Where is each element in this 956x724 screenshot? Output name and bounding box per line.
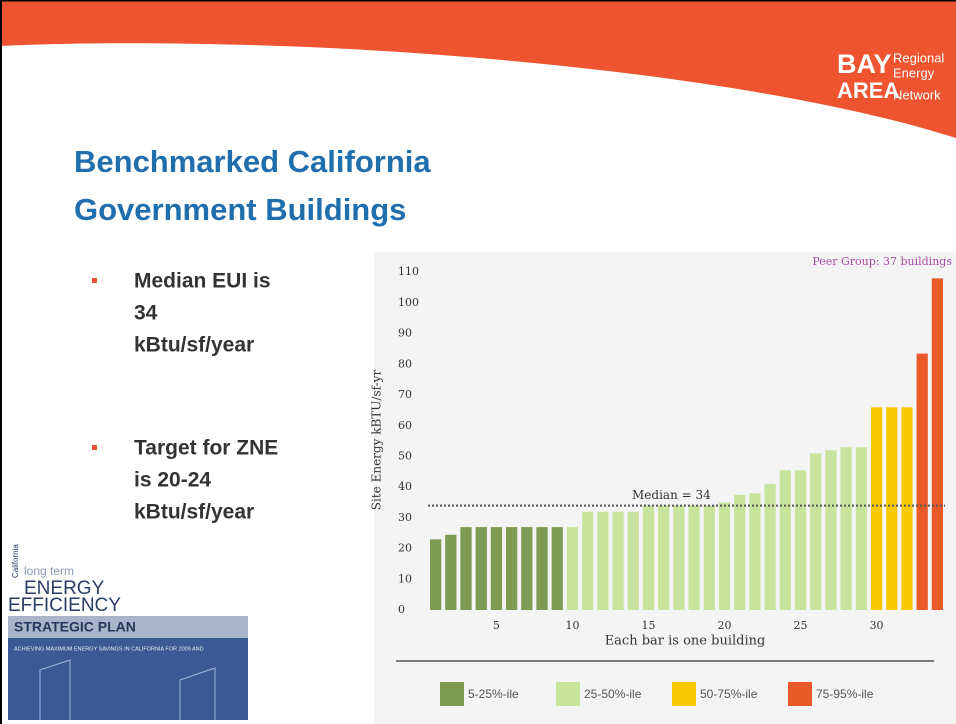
legend-swatch bbox=[672, 682, 696, 706]
legend-label: 50-75%-ile bbox=[700, 687, 758, 701]
bar bbox=[901, 407, 912, 610]
y-tick-label: 0 bbox=[398, 603, 405, 616]
cover-text: ACHIEVING MAXIMUM ENERGY SAVINGS IN CALI… bbox=[14, 646, 204, 652]
header-swoosh bbox=[0, 0, 956, 138]
bar bbox=[856, 447, 867, 610]
x-tick-label: 5 bbox=[493, 619, 500, 632]
bullet-text: 34 bbox=[134, 302, 158, 325]
bar bbox=[825, 450, 836, 610]
legend-label: 25-50%-ile bbox=[584, 687, 642, 701]
legend-label: 5-25%-ile bbox=[468, 687, 519, 701]
y-axis-label: Site Energy kBTU/sf-yr bbox=[370, 370, 384, 511]
bar bbox=[445, 535, 456, 610]
bar bbox=[506, 527, 517, 610]
bar bbox=[917, 354, 928, 610]
slide-title: Government Buildings bbox=[74, 192, 406, 227]
bar bbox=[612, 512, 623, 610]
median-label: Median = 34 bbox=[632, 488, 711, 502]
bar bbox=[643, 506, 654, 610]
bar bbox=[536, 527, 547, 610]
y-tick-label: 110 bbox=[398, 265, 419, 278]
bar bbox=[521, 527, 532, 610]
chart-annotation: Peer Group: 37 buildings bbox=[812, 255, 952, 268]
cover-text: California bbox=[11, 544, 20, 578]
slide-title: Benchmarked California bbox=[74, 144, 431, 179]
bar bbox=[582, 512, 593, 610]
y-tick-label: 10 bbox=[398, 572, 412, 585]
logo-text: Network bbox=[893, 87, 941, 102]
logo-text: Regional bbox=[893, 50, 944, 65]
y-tick-label: 80 bbox=[398, 357, 412, 370]
x-axis-label: Each bar is one building bbox=[605, 634, 766, 649]
bar bbox=[552, 527, 563, 610]
bar bbox=[688, 506, 699, 610]
bar bbox=[658, 506, 669, 610]
y-tick-label: 100 bbox=[398, 296, 419, 309]
x-tick-label: 20 bbox=[718, 619, 732, 632]
bar bbox=[673, 506, 684, 610]
bar bbox=[476, 527, 487, 610]
bullet-text: Median EUI is bbox=[134, 270, 271, 293]
y-tick-label: 60 bbox=[398, 419, 412, 432]
bar bbox=[628, 512, 639, 610]
legend-swatch bbox=[556, 682, 580, 706]
bar bbox=[932, 278, 943, 610]
y-tick-label: 30 bbox=[398, 511, 412, 524]
logo-text: BAY bbox=[837, 49, 892, 79]
legend-swatch bbox=[440, 682, 464, 706]
y-tick-label: 70 bbox=[398, 388, 412, 401]
bar bbox=[430, 539, 441, 610]
bullet-text: kBtu/sf/year bbox=[134, 501, 254, 524]
legend-swatch bbox=[788, 682, 812, 706]
bullet-marker bbox=[92, 278, 97, 283]
logo-text: AREA bbox=[837, 78, 899, 103]
slide-canvas: BAY AREA Regional Energy Network Benchma… bbox=[0, 0, 956, 724]
cover-text: EFFICIENCY bbox=[8, 595, 121, 616]
x-tick-label: 30 bbox=[870, 619, 884, 632]
legend-label: 75-95%-ile bbox=[816, 687, 874, 701]
bar bbox=[871, 407, 882, 610]
x-tick-label: 25 bbox=[794, 619, 808, 632]
x-tick-label: 15 bbox=[641, 619, 655, 632]
logo-text: Energy bbox=[893, 65, 935, 80]
cover-text: STRATEGIC PLAN bbox=[14, 619, 136, 635]
bar bbox=[704, 506, 715, 610]
bar bbox=[719, 503, 730, 610]
y-tick-label: 40 bbox=[398, 480, 412, 493]
bullet-text: Target for ZNE bbox=[134, 437, 278, 460]
bar bbox=[460, 527, 471, 610]
bar bbox=[491, 527, 502, 610]
bar bbox=[795, 470, 806, 610]
bullet-marker bbox=[92, 445, 97, 450]
x-tick-label: 10 bbox=[565, 619, 579, 632]
bar bbox=[749, 493, 760, 610]
slide: BAY AREA Regional Energy Network Benchma… bbox=[0, 0, 956, 724]
bar bbox=[810, 453, 821, 610]
bar bbox=[567, 527, 578, 610]
y-tick-label: 90 bbox=[398, 327, 412, 340]
bar bbox=[780, 470, 791, 610]
bar bbox=[886, 407, 897, 610]
bullet-text: kBtu/sf/year bbox=[134, 334, 254, 357]
y-tick-label: 50 bbox=[398, 449, 412, 462]
bullet-text: is 20-24 bbox=[134, 469, 211, 492]
cover-text: long term bbox=[24, 564, 74, 578]
bar bbox=[841, 447, 852, 610]
bar bbox=[734, 495, 745, 610]
bar bbox=[597, 512, 608, 610]
y-tick-label: 20 bbox=[398, 542, 412, 555]
bar bbox=[765, 484, 776, 610]
cover-image: California long term ENERGY EFFICIENCY S… bbox=[8, 544, 248, 720]
